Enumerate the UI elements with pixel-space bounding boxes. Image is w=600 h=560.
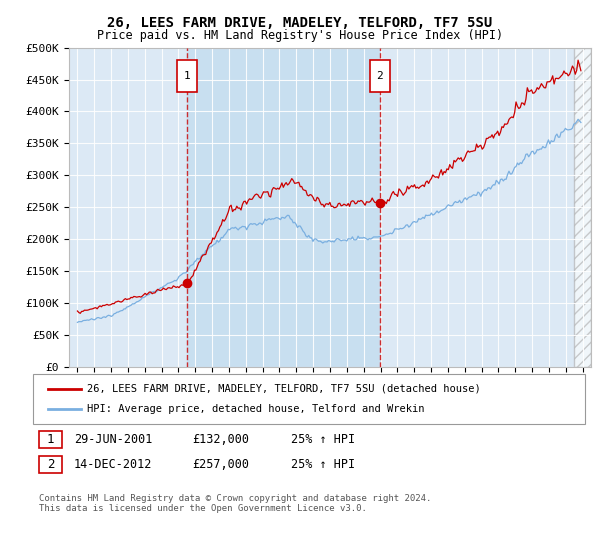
Text: Contains HM Land Registry data © Crown copyright and database right 2024.
This d: Contains HM Land Registry data © Crown c…: [39, 494, 431, 514]
Text: 1: 1: [47, 433, 54, 446]
FancyBboxPatch shape: [370, 60, 390, 92]
Text: 25% ↑ HPI: 25% ↑ HPI: [291, 458, 355, 472]
Text: 26, LEES FARM DRIVE, MADELEY, TELFORD, TF7 5SU (detached house): 26, LEES FARM DRIVE, MADELEY, TELFORD, T…: [87, 384, 481, 394]
Text: 1: 1: [184, 71, 190, 81]
FancyBboxPatch shape: [177, 60, 197, 92]
Text: 2: 2: [376, 71, 383, 81]
Bar: [574, 48, 591, 367]
Text: £257,000: £257,000: [192, 458, 249, 472]
Text: 25% ↑ HPI: 25% ↑ HPI: [291, 433, 355, 446]
Text: £132,000: £132,000: [192, 433, 249, 446]
Text: 29-JUN-2001: 29-JUN-2001: [74, 433, 152, 446]
Text: 2: 2: [47, 458, 54, 472]
Text: 14-DEC-2012: 14-DEC-2012: [74, 458, 152, 472]
Text: Price paid vs. HM Land Registry's House Price Index (HPI): Price paid vs. HM Land Registry's House …: [97, 29, 503, 42]
Text: HPI: Average price, detached house, Telford and Wrekin: HPI: Average price, detached house, Telf…: [87, 404, 425, 414]
Text: 26, LEES FARM DRIVE, MADELEY, TELFORD, TF7 5SU: 26, LEES FARM DRIVE, MADELEY, TELFORD, T…: [107, 16, 493, 30]
Bar: [187, 48, 380, 367]
